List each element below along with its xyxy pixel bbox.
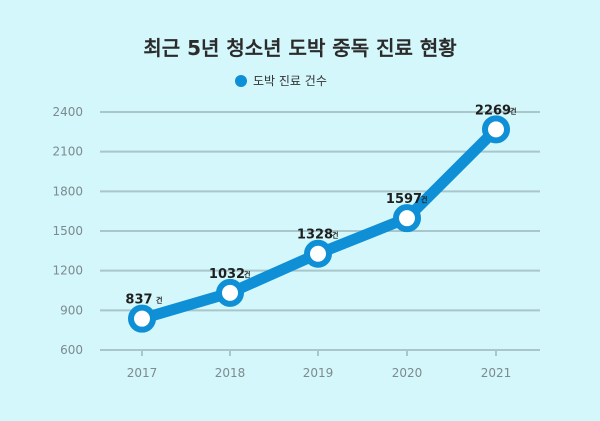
series <box>128 115 510 333</box>
data-point <box>128 304 156 333</box>
legend-label: 도박 진료 건수 <box>253 74 327 88</box>
data-point <box>482 115 510 144</box>
x-tick-label: 2021 <box>481 366 512 380</box>
legend: 도박 진료 건수 <box>235 74 327 88</box>
legend-marker <box>235 75 247 87</box>
data-label-unit: 건 <box>332 231 338 240</box>
data-label: 1032 <box>209 267 245 282</box>
data-label: 2269 <box>475 103 511 118</box>
data-label-unit: 건 <box>510 106 516 115</box>
x-axis-ticks: 2017 2018 2019 2020 2021 <box>127 350 512 380</box>
x-tick-label: 2017 <box>127 366 158 380</box>
y-tick-label: 2400 <box>52 105 83 119</box>
x-tick-label: 2020 <box>392 366 423 380</box>
chart-title: 최근 5년 청소년 도박 중독 진료 현황 <box>143 36 457 60</box>
y-tick-label: 1200 <box>52 264 83 278</box>
data-point <box>304 239 332 268</box>
y-tick-label: 1800 <box>52 184 83 198</box>
data-label: 837 <box>125 293 152 308</box>
y-tick-label: 600 <box>60 343 83 357</box>
y-tick-label: 900 <box>60 303 83 317</box>
data-label: 1328 <box>297 228 333 243</box>
data-point <box>393 204 421 233</box>
y-axis-ticks: 600 900 1200 1500 1800 2100 2400 <box>52 105 83 357</box>
y-tick-label: 2100 <box>52 145 83 159</box>
data-point <box>216 278 244 307</box>
data-label-unit: 건 <box>244 270 250 279</box>
y-tick-label: 1500 <box>52 224 83 238</box>
data-label-unit: 건 <box>421 195 427 204</box>
data-label: 1597 <box>386 192 422 207</box>
x-tick-label: 2019 <box>303 366 334 380</box>
x-tick-label: 2018 <box>215 366 246 380</box>
data-label-unit: 건 <box>156 296 162 305</box>
